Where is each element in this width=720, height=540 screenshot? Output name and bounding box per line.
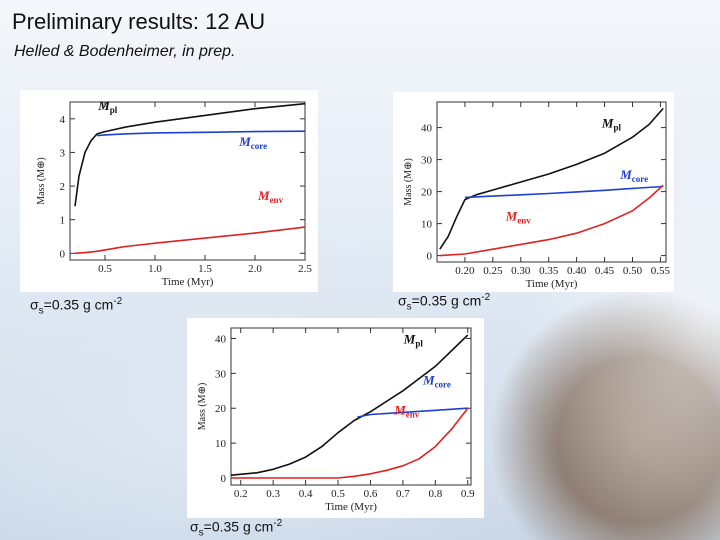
y-tick-label: 40	[421, 123, 433, 135]
plot-frame	[436, 101, 667, 263]
series-label-menv: Menv	[257, 188, 284, 205]
series-label-mcore: Mcore	[238, 134, 267, 151]
plot-frame	[69, 101, 306, 261]
x-axis-label: Time (Myr)	[325, 501, 377, 513]
x-tick-label: 0.9	[461, 488, 475, 500]
plot-frame	[230, 327, 472, 486]
y-tick-label: 30	[421, 155, 433, 167]
y-tick-label: 0	[221, 473, 227, 485]
y-tick-label: 40	[215, 333, 227, 345]
series-label-mpl: Mpl	[601, 116, 622, 133]
series-line-mpl	[439, 107, 664, 250]
page-subtitle: Helled & Bodenheimer, in prep.	[14, 43, 236, 60]
y-tick-label: 20	[215, 403, 227, 415]
series-label-mcore: Mcore	[619, 167, 648, 184]
y-axis-label: Mass (M⊕)	[197, 383, 208, 431]
x-tick-label: 2.5	[298, 263, 312, 275]
y-axis-label: Mass (M⊕)	[36, 157, 47, 205]
x-tick-label: 0.3	[266, 488, 280, 500]
series-line-menv	[74, 226, 306, 255]
y-tick-label: 1	[60, 215, 66, 227]
chart-1: 0.5 1.0 1.5 2.0 2.5 0 1 2 3 4 Time (Myr) Mass (M⊕) M…	[36, 98, 312, 288]
y-axis-label: Mass (M⊕)	[403, 158, 414, 206]
y-tick-label: 30	[215, 368, 227, 380]
chart-panel-2: 0.20 0.25 0.30 0.35 0.40 0.45 0.50 0.55 0 10 20 30 4…	[393, 92, 674, 292]
series-line-mpl	[230, 334, 469, 476]
y-tick-label: 3	[60, 147, 66, 159]
x-tick-label: 0.30	[511, 265, 531, 277]
x-tick-label: 0.25	[483, 265, 503, 277]
x-tick-label: 0.5	[98, 263, 112, 275]
x-tick-label: 0.7	[396, 488, 410, 500]
x-tick-label: 0.4	[299, 488, 313, 500]
x-tick-label: 0.2	[234, 488, 248, 500]
series-line-mcore	[357, 407, 468, 418]
series-label-menv: Menv	[393, 402, 420, 419]
series-line-mcore	[96, 130, 306, 137]
series-line-menv	[231, 407, 469, 479]
x-tick-label: 1.0	[148, 263, 162, 275]
x-tick-label: 0.8	[428, 488, 442, 500]
series-label-mpl: Mpl	[97, 98, 118, 115]
series-line-menv	[439, 184, 664, 257]
series-label-mpl: Mpl	[403, 332, 424, 349]
x-tick-label: 0.55	[651, 265, 671, 277]
chart-panel-3: 0.2 0.3 0.4 0.5 0.6 0.7 0.8 0.9 0 10 20 30 40 Time (M…	[187, 318, 484, 518]
caption-2: σs=0.35 g cm-2	[398, 292, 491, 313]
y-tick-label: 20	[421, 187, 433, 199]
x-axis-label: Time (Myr)	[162, 276, 214, 288]
x-tick-label: 0.45	[595, 265, 615, 277]
series-line-mcore	[464, 185, 664, 199]
x-tick-label: 0.40	[567, 265, 587, 277]
caption-1: σs=0.35 g cm-2	[30, 296, 123, 317]
x-tick-label: 0.20	[455, 265, 475, 277]
x-tick-label: 1.5	[198, 263, 212, 275]
chart-2: 0.20 0.25 0.30 0.35 0.40 0.45 0.50 0.55 0 10 20 30 4…	[403, 101, 671, 290]
y-tick-label: 10	[215, 438, 227, 450]
series-label-menv: Menv	[505, 208, 532, 225]
y-tick-label: 0	[427, 251, 433, 263]
chart-3: 0.2 0.3 0.4 0.5 0.6 0.7 0.8 0.9 0 10 20 30 40 Time (M…	[197, 327, 475, 513]
y-tick-label: 0	[60, 248, 66, 260]
page-title: Preliminary results: 12 AU	[12, 9, 266, 34]
x-tick-label: 2.0	[248, 263, 262, 275]
x-tick-label: 0.6	[364, 488, 378, 500]
y-tick-label: 4	[60, 114, 66, 126]
series-line-mpl	[74, 102, 306, 207]
x-tick-label: 0.35	[539, 265, 559, 277]
x-tick-label: 0.50	[623, 265, 643, 277]
caption-3: σs=0.35 g cm-2	[190, 518, 283, 539]
x-axis-label: Time (Myr)	[526, 278, 578, 290]
series-label-mcore: Mcore	[422, 373, 451, 390]
y-tick-label: 10	[421, 219, 433, 231]
y-tick-label: 2	[60, 181, 66, 193]
chart-panel-1: 0.5 1.0 1.5 2.0 2.5 0 1 2 3 4 Time (Myr) Mass (M⊕) M…	[20, 90, 318, 292]
x-tick-label: 0.5	[331, 488, 345, 500]
